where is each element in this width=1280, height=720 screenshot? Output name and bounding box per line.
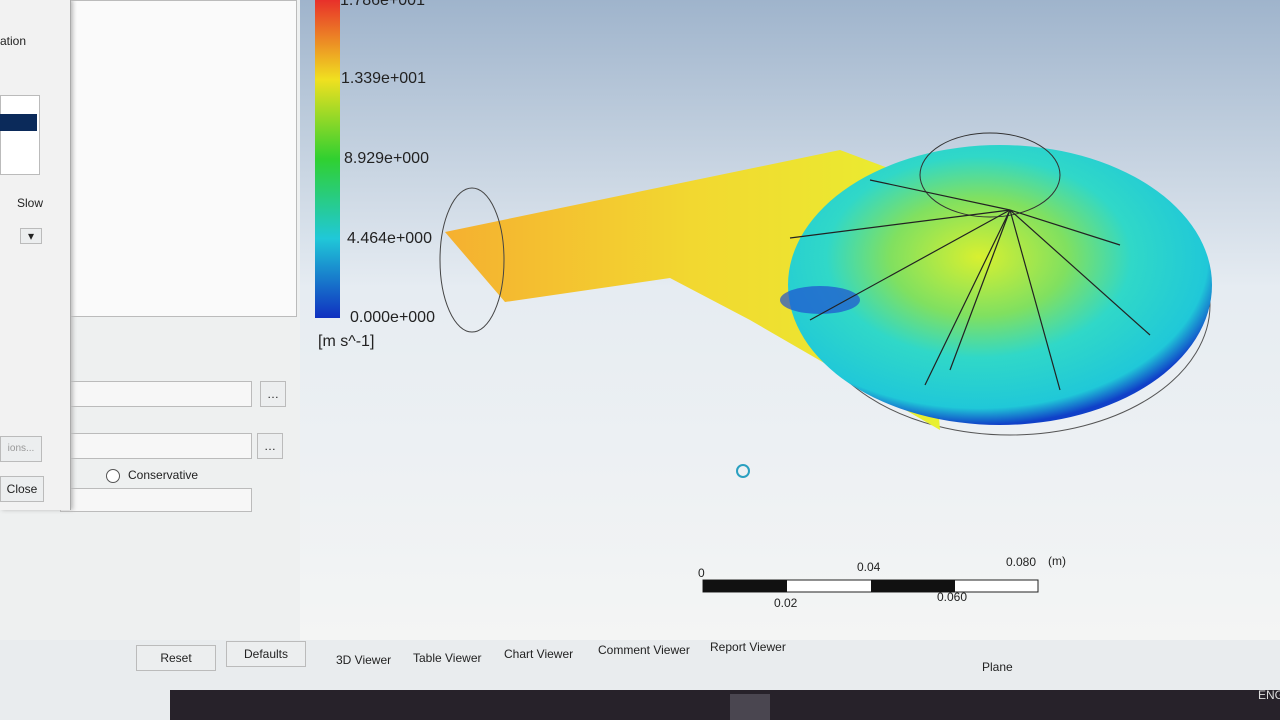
tab[interactable]: Chart Viewer bbox=[504, 647, 574, 661]
browse-button[interactable]: … bbox=[257, 433, 283, 459]
defaults-button[interactable]: Defaults bbox=[226, 641, 306, 667]
text-field[interactable] bbox=[60, 488, 252, 512]
legend-label: 0.000e+000 bbox=[350, 309, 435, 326]
scale-label: 0.02 bbox=[774, 596, 798, 610]
tab[interactable]: Comment Viewer bbox=[598, 643, 690, 657]
blades bbox=[789, 179, 1151, 391]
legend-label: 1.786e+001 bbox=[340, 0, 425, 9]
low-velocity-region bbox=[780, 286, 860, 314]
tab[interactable]: Report Viewer bbox=[710, 640, 786, 654]
taskbar-active-app[interactable] bbox=[730, 694, 770, 720]
scale-label: 0.04 bbox=[857, 560, 881, 574]
legend-units: [m s^-1] bbox=[318, 333, 375, 350]
scale-units: (m) bbox=[1048, 554, 1066, 568]
taskbar bbox=[170, 690, 1280, 720]
status-text: Plane bbox=[982, 660, 1013, 674]
dialog-title: ation bbox=[0, 34, 27, 48]
scale-bar bbox=[702, 579, 1039, 593]
viewport bbox=[300, 0, 1280, 640]
legend-label: 8.929e+000 bbox=[344, 150, 429, 167]
dropdown[interactable] bbox=[60, 433, 252, 459]
inlet-outline bbox=[439, 187, 505, 333]
legend-label: 1.339e+001 bbox=[341, 70, 426, 87]
color-bar bbox=[315, 0, 340, 318]
volute-contour bbox=[788, 145, 1212, 425]
scale-label: 0 bbox=[698, 566, 705, 580]
options-button[interactable]: ions... bbox=[0, 436, 42, 462]
selected-item[interactable] bbox=[0, 114, 37, 131]
scale-label: 0.060 bbox=[937, 590, 968, 604]
radio-button[interactable] bbox=[106, 469, 120, 483]
language-indicator[interactable]: ENG bbox=[1258, 688, 1280, 702]
tab[interactable]: Table Viewer bbox=[413, 651, 482, 665]
list-box bbox=[60, 0, 297, 317]
dropdown[interactable] bbox=[60, 381, 252, 407]
browse-button[interactable]: … bbox=[260, 381, 286, 407]
scale-label: 0.080 bbox=[1006, 555, 1037, 569]
tab[interactable]: 3D Viewer bbox=[336, 653, 392, 667]
list-box bbox=[0, 95, 40, 175]
conservative-label: Conservative bbox=[128, 468, 199, 482]
close-button[interactable]: Close bbox=[0, 476, 44, 502]
impeller-outline bbox=[919, 132, 1061, 218]
speed-label: Slow bbox=[17, 196, 44, 210]
dropdown-button[interactable]: ▾ bbox=[20, 228, 42, 244]
legend-label: 4.464e+000 bbox=[347, 230, 432, 247]
busy-cursor bbox=[736, 464, 750, 478]
reset-button[interactable]: Reset bbox=[136, 645, 216, 671]
dialog bbox=[0, 0, 71, 510]
